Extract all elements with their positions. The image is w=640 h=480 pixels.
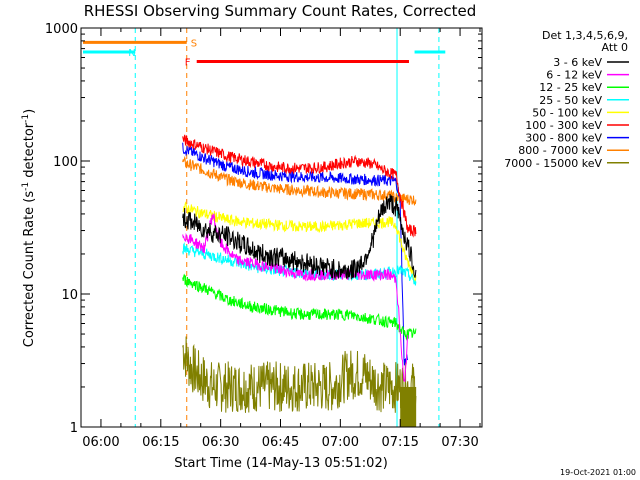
plot-area: S N F <box>83 28 446 427</box>
legend-label: 100 - 300 keV <box>525 119 602 132</box>
y-tick-label: 10 <box>61 288 78 303</box>
x-tick-label: 06:15 <box>142 435 179 450</box>
y-tick-label: 1 <box>70 421 78 436</box>
chart-title: RHESSI Observing Summary Count Rates, Co… <box>84 2 477 20</box>
y-tick-label: 100 <box>53 155 78 170</box>
legend-label: 7000 - 15000 keV <box>504 157 602 170</box>
x-tick-label: 06:30 <box>202 435 239 450</box>
series-line-7000-15000-keV <box>182 336 417 414</box>
plot-frame <box>80 27 483 428</box>
x-axis-label: Start Time (14-May-13 05:51:02) <box>174 456 388 471</box>
axes: 1 10 100 1000 06:00 06:15 06:30 06:45 07:00 07:15… <box>45 22 482 450</box>
series-line-12-25-keV <box>182 273 417 342</box>
legend-label: 3 - 6 keV <box>553 56 602 69</box>
legend-label: 25 - 50 keV <box>539 94 602 107</box>
y-tick-label: 1000 <box>45 22 78 37</box>
state-label-F: F <box>185 57 191 68</box>
series-line-100-300-keV <box>182 134 417 238</box>
series-line-300-800-keV <box>182 142 409 366</box>
x-tick-label: 06:45 <box>262 435 299 450</box>
x-tick-label: 07:30 <box>441 435 478 450</box>
series-line-3-6-keV <box>182 194 417 280</box>
olive-block <box>400 386 417 427</box>
legend-header: Det 1,3,4,5,6,9, <box>542 29 628 42</box>
state-label-N: N <box>128 48 135 59</box>
x-tick-label: 07:00 <box>322 435 359 450</box>
legend-label: 50 - 100 keV <box>532 106 602 119</box>
x-tick-label: 06:00 <box>82 435 119 450</box>
footer-timestamp: 19-Oct-2021 01:00 <box>560 468 636 477</box>
legend-label: 12 - 25 keV <box>539 81 602 94</box>
legend-label: 800 - 7000 keV <box>518 144 602 157</box>
state-label-S: S <box>191 38 197 49</box>
legend-label: 6 - 12 keV <box>546 69 602 82</box>
series-line-800-7000-keV <box>182 155 417 206</box>
legend-header: Att 0 <box>602 41 628 54</box>
y-axis-label: Corrected Count Rate (s-1 detector-1) <box>21 109 37 347</box>
x-tick-label: 07:15 <box>381 435 418 450</box>
legend-label: 300 - 800 keV <box>525 132 602 145</box>
